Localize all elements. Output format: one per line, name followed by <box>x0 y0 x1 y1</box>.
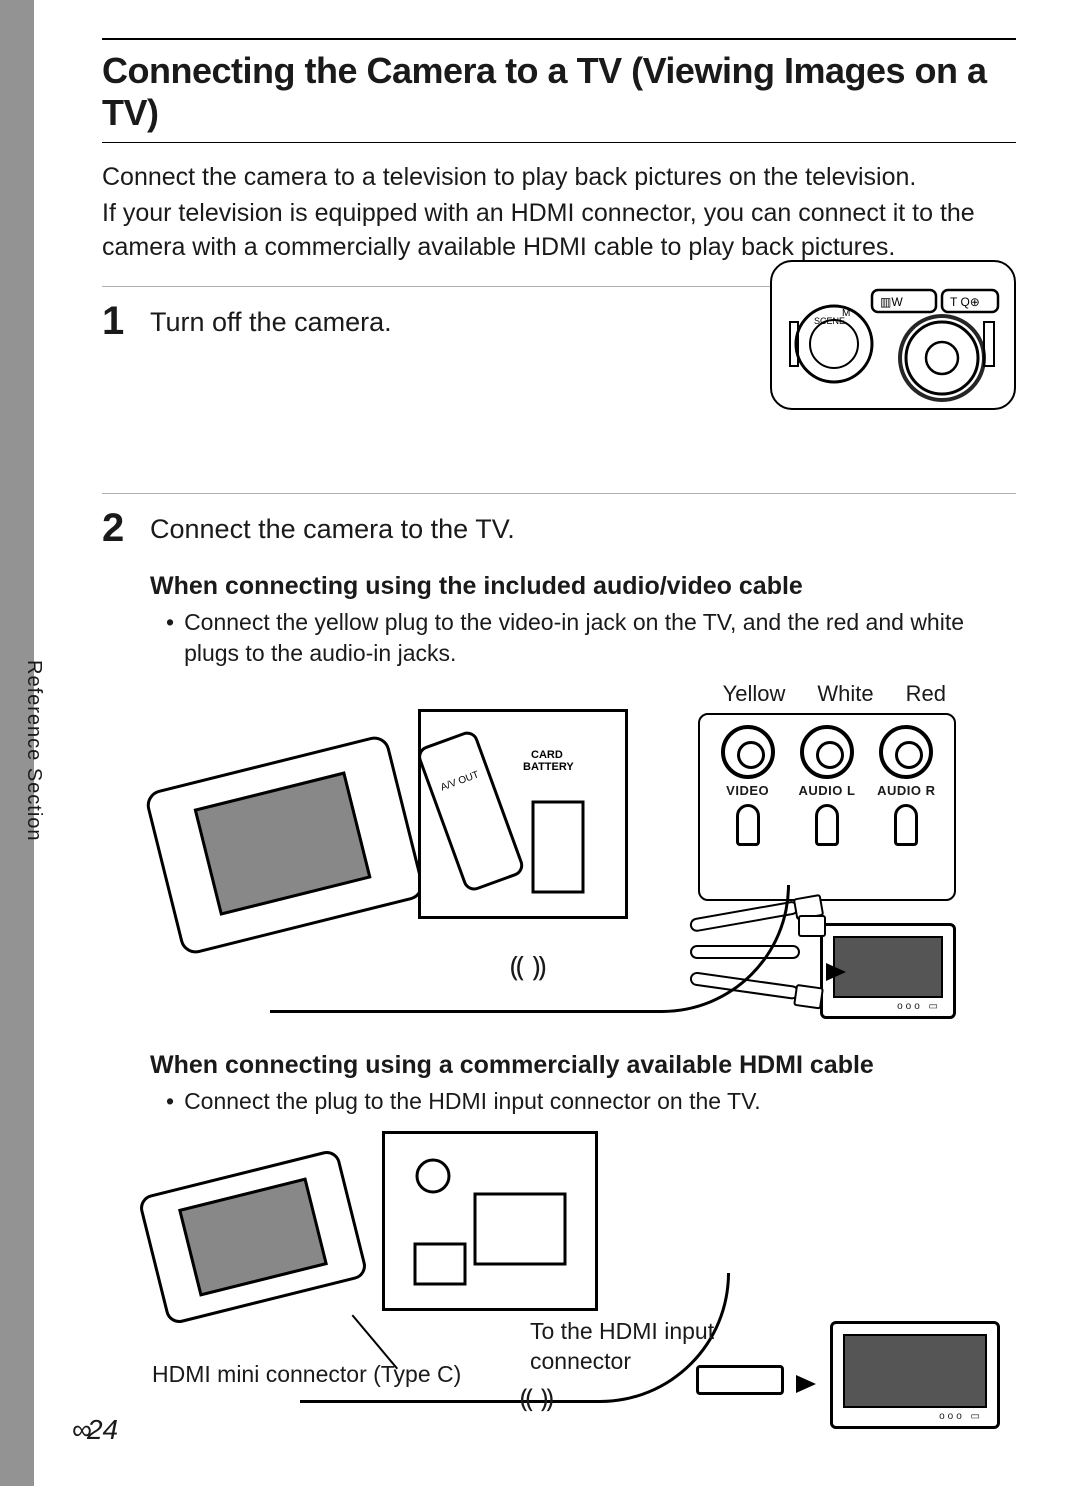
jack-video-label: VIDEO <box>718 783 778 798</box>
svg-text:CARD: CARD <box>531 749 563 761</box>
hdmi-diagram: ooo ▭ HDMI mini connector (Type C) To th… <box>150 1131 1016 1431</box>
rca-ring-icon <box>800 725 854 779</box>
label-white: White <box>817 681 873 707</box>
label-red: Red <box>906 681 946 707</box>
svg-text:BATTERY: BATTERY <box>523 761 574 773</box>
cable-break-icon: ⸨ ⸩ <box>520 1379 554 1415</box>
av-subhead: When connecting using the included audio… <box>150 572 1016 601</box>
camera-top-illustration: SCENE M ▥W T Q⊕ <box>770 260 1016 410</box>
jack-audior-label: AUDIO R <box>876 783 936 798</box>
svg-text:T Q⊕: T Q⊕ <box>950 295 980 309</box>
callout-hdmi-mini: HDMI mini connector (Type C) <box>152 1361 461 1388</box>
cable-break-icon: ⸨ ⸩ <box>510 947 546 985</box>
label-yellow: Yellow <box>723 681 786 707</box>
page-number-value: 24 <box>87 1414 118 1445</box>
intro-line-2: If your television is equipped with an H… <box>102 197 1016 265</box>
svg-text:▥W: ▥W <box>880 295 903 309</box>
page-symbol-icon: ∞ <box>72 1414 87 1445</box>
arrow-right-icon <box>826 963 846 981</box>
svg-text:M: M <box>842 308 850 319</box>
av-bullet-text: Connect the yellow plug to the video-in … <box>184 607 1016 669</box>
hdmi-bullet: • Connect the plug to the HDMI input con… <box>166 1086 1016 1117</box>
jack-audio-r: AUDIO R <box>876 725 936 846</box>
rca-plug-icon <box>690 945 800 959</box>
callout-hdmi-input: To the HDMI input connector <box>530 1317 730 1377</box>
rca-ring-icon <box>721 725 775 779</box>
arrow-right-icon <box>796 1375 816 1393</box>
bullet-dot-icon: • <box>166 607 174 669</box>
step-2-num: 2 <box>102 508 132 548</box>
rca-plug-icon <box>689 971 800 1000</box>
page-number: ∞24 <box>72 1414 118 1446</box>
rca-plug-icon <box>736 804 760 846</box>
rule-under-title <box>102 142 1016 143</box>
hdmi-subhead: When connecting using a commercially ava… <box>150 1051 1016 1080</box>
bullet-dot-icon: • <box>166 1086 174 1117</box>
svg-text:A/V OUT: A/V OUT <box>439 770 480 794</box>
rca-plug-icon <box>815 804 839 846</box>
svg-text:SCENE: SCENE <box>814 316 845 326</box>
jack-video: VIDEO <box>718 725 778 846</box>
step-2: 2 Connect the camera to the TV. When con… <box>102 493 1016 1431</box>
jack-audio-l: AUDIO L <box>797 725 857 846</box>
jack-audiol-label: AUDIO L <box>797 783 857 798</box>
tv-icon: ooo ▭ <box>830 1321 1000 1429</box>
page-title: Connecting the Camera to a TV (Viewing I… <box>102 50 1016 134</box>
step-1-title: Turn off the camera. <box>150 301 392 338</box>
step-2-title: Connect the camera to the TV. <box>150 508 515 545</box>
rule-top <box>102 38 1016 40</box>
rca-plugs <box>690 919 800 997</box>
hdmi-bullet-text: Connect the plug to the HDMI input conne… <box>184 1086 761 1117</box>
jack-color-labels: Yellow White Red <box>723 681 946 707</box>
av-diagram: Yellow White Red VIDEO AUDIO L <box>150 687 1016 1027</box>
camera-top-svg: SCENE M ▥W T Q⊕ <box>772 262 1018 412</box>
page: Connecting the Camera to a TV (Viewing I… <box>34 0 1080 1486</box>
step-1-num: 1 <box>102 301 132 341</box>
side-section-label: Reference Section <box>22 660 45 842</box>
tv-jack-panel: VIDEO AUDIO L AUDIO R <box>698 713 956 901</box>
rca-plug-icon <box>894 804 918 846</box>
av-bullet: • Connect the yellow plug to the video-i… <box>166 607 1016 669</box>
rca-ring-icon <box>879 725 933 779</box>
intro-line-1: Connect the camera to a television to pl… <box>102 161 1016 195</box>
intro-block: Connect the camera to a television to pl… <box>102 161 1016 264</box>
